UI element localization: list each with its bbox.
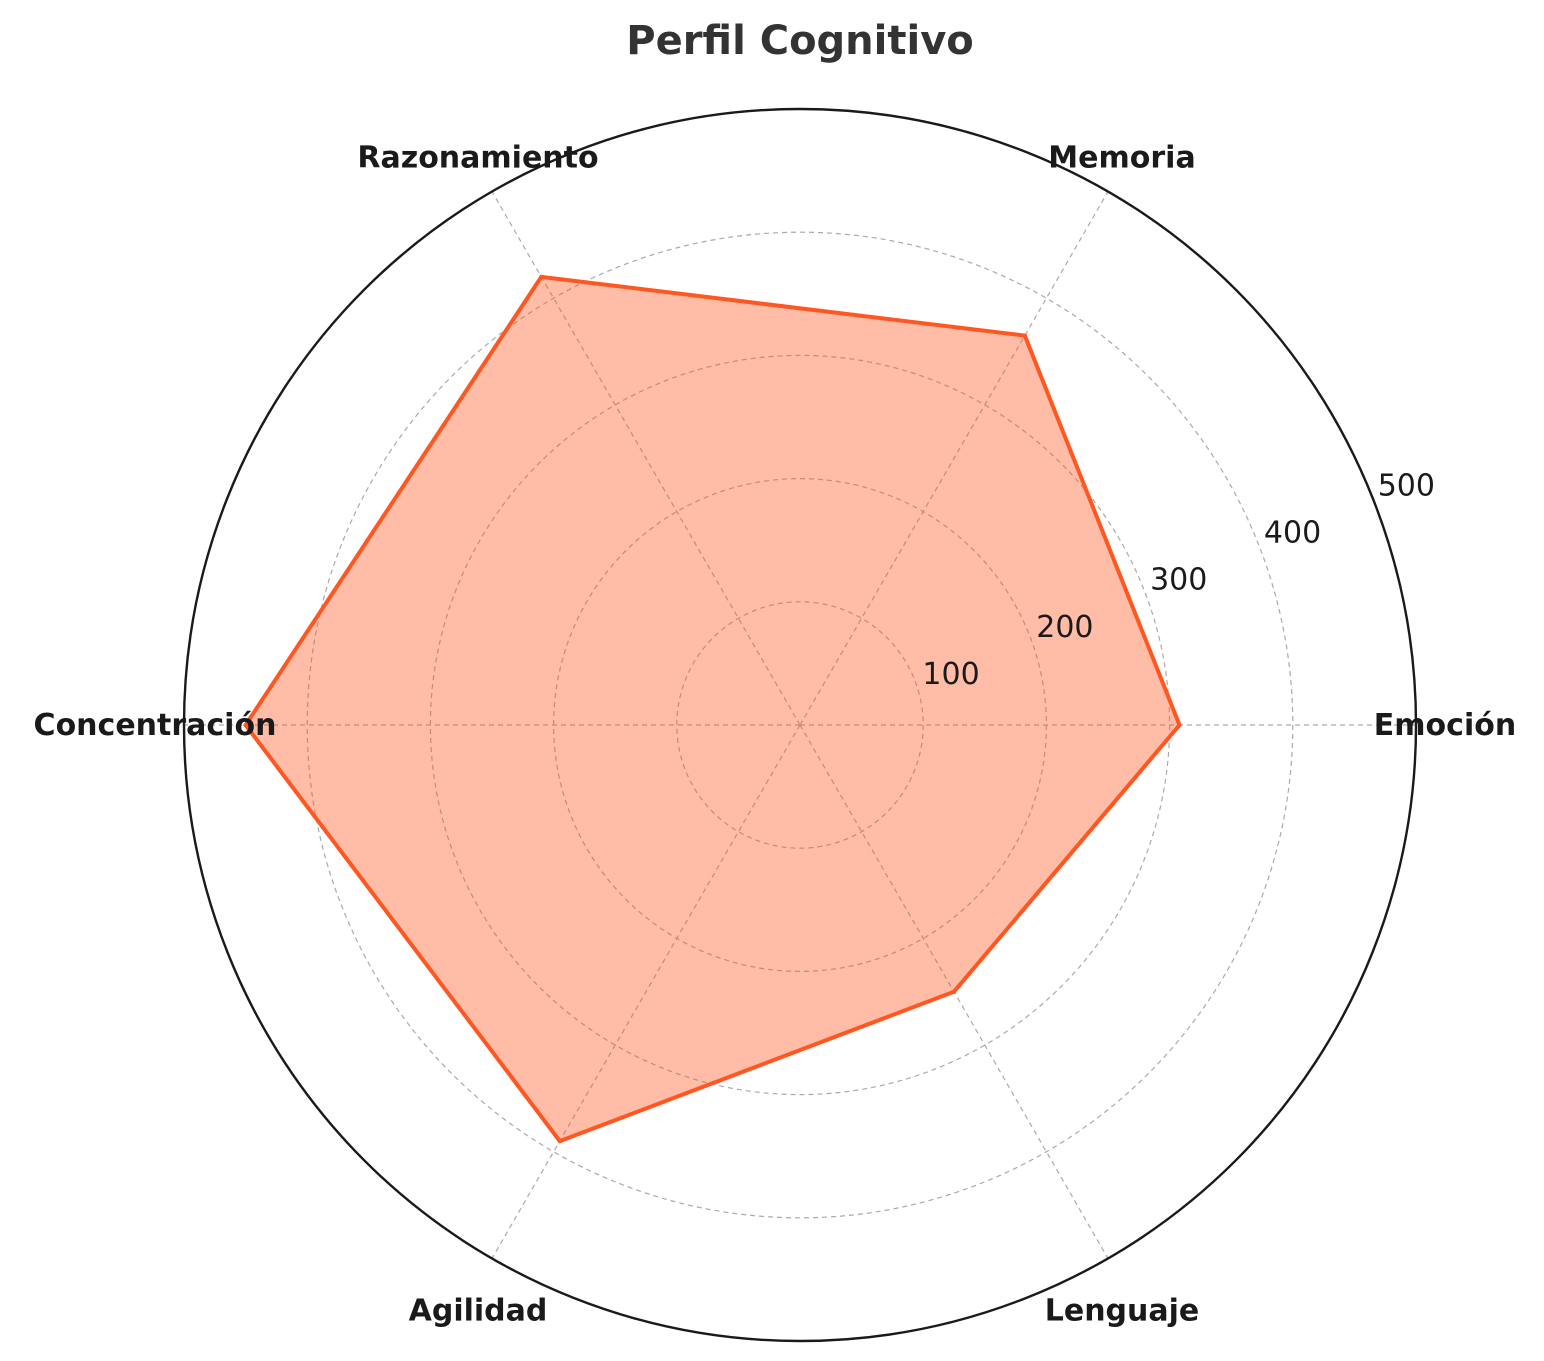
category-label: Lenguaje [1045,1293,1200,1328]
axis-labels: 100 200 300 400 500 Emoción Memoria Razonamient… [34,141,1517,1329]
radial-tick-label: 100 [922,657,979,692]
category-label: Emoción [1374,708,1516,743]
data-point-4 [557,1139,562,1144]
grid [184,191,1416,1259]
radial-tick-label: 200 [1036,610,1093,645]
category-label: Concentración [34,708,277,743]
data-point-5 [952,989,956,994]
category-label: Memoria [1048,141,1195,176]
category-label: Razonamiento [357,141,598,176]
radial-tick-label: 300 [1150,563,1207,598]
data-point-1 [1022,333,1027,338]
grid-spoke [799,191,1109,726]
data-point-3 [243,723,248,727]
radial-tick-label: 500 [1378,468,1435,503]
polar-frame [182,107,1418,1343]
data-point-0 [1177,723,1182,727]
radial-tick-label: 400 [1264,516,1321,551]
outer-frame [182,107,1418,1343]
grid-spoke [491,191,801,726]
series-area [245,276,1180,1142]
grid-circle [676,601,924,849]
chart-title: Perfil Cognitivo [626,18,974,64]
grid-circle [306,231,1294,1219]
grid-spoke [491,724,801,1259]
category-label: Agilidad [409,1293,548,1328]
data-series [243,274,1182,1144]
data-point-2 [539,274,544,279]
